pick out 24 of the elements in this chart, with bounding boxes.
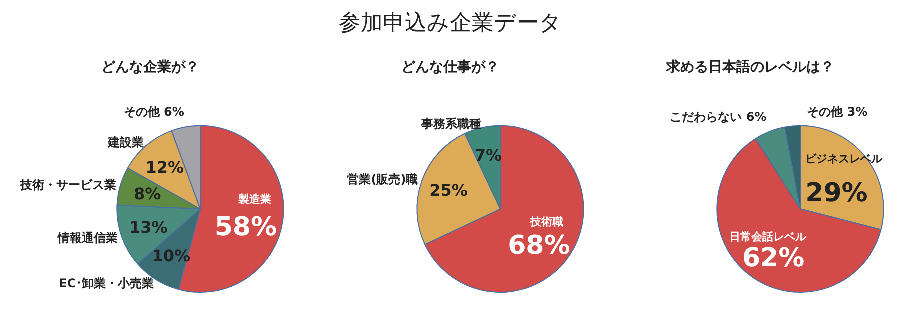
data-label: 29% <box>806 178 868 209</box>
data-label: 25% <box>430 181 468 200</box>
slice-label: 製造業 <box>238 193 272 206</box>
slice-label: その他 6% <box>124 104 184 119</box>
slice-label: こだわらない 6% <box>670 110 767 124</box>
data-label: 62% <box>742 244 805 274</box>
slice-label: 技術職 <box>529 215 564 228</box>
data-label: 58% <box>214 212 278 243</box>
slice-label: 営業(販売)職 <box>347 172 418 187</box>
slice-label: EC･卸業・小売業 <box>59 276 154 290</box>
slice-label: 日常会話レベル <box>730 230 808 244</box>
data-label: 12% <box>146 158 184 177</box>
slice-label: 情報通信業 <box>56 231 118 246</box>
chart-title: 求める日本語のレベルは？ <box>666 58 834 76</box>
chart-title: どんな企業が？ <box>102 60 200 76</box>
slice-label: 事務系職種 <box>420 116 482 131</box>
text: 参加申込み企業データ <box>339 11 562 36</box>
chart-title: どんな仕事が？ <box>402 60 500 76</box>
data-label: 68% <box>508 231 570 262</box>
data-label: 13% <box>129 218 168 237</box>
slice-label: その他 3% <box>807 105 868 120</box>
data-label: 8% <box>134 184 162 204</box>
slice-label: 建設業 <box>106 136 144 150</box>
slice-label: 技術・サービス業 <box>19 178 116 192</box>
